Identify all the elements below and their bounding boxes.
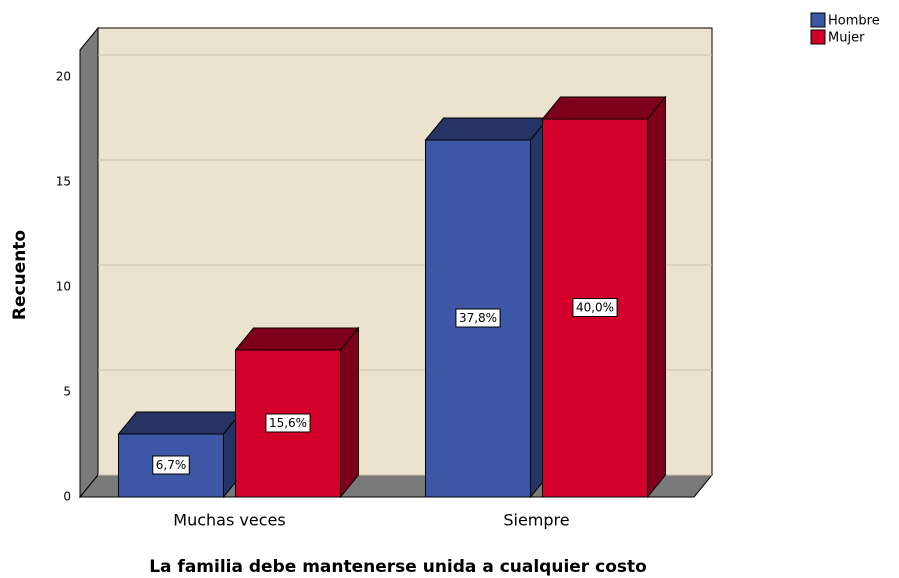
bar-side bbox=[647, 95, 666, 499]
data-label-box bbox=[455, 308, 501, 328]
legend-label: Mujer bbox=[828, 31, 865, 46]
bar-top bbox=[234, 327, 360, 351]
y-tick-label: 0 bbox=[63, 490, 71, 504]
left-wall bbox=[79, 26, 99, 499]
y-tick-label: 10 bbox=[56, 280, 71, 294]
bar bbox=[541, 95, 667, 499]
legend-swatch bbox=[810, 12, 826, 28]
data-label-box bbox=[265, 413, 311, 433]
data-label: 40,0% bbox=[576, 301, 614, 315]
data-label: 37,8% bbox=[459, 311, 497, 325]
legend-swatch bbox=[810, 29, 826, 45]
legend-label: Hombre bbox=[828, 14, 880, 29]
y-tick-label: 15 bbox=[56, 175, 71, 189]
x-tick-label: Siempre bbox=[503, 511, 569, 530]
data-label: 15,6% bbox=[269, 416, 307, 430]
data-label-box bbox=[152, 455, 190, 475]
bar bbox=[424, 116, 550, 499]
y-tick-label: 5 bbox=[63, 385, 71, 399]
y-tick-label: 20 bbox=[56, 70, 71, 84]
x-axis-title: La familia debe mantenerse unida a cualq… bbox=[149, 557, 647, 577]
bar-side bbox=[340, 326, 359, 499]
x-tick-label: Muchas veces bbox=[173, 511, 285, 530]
data-label: 6,7% bbox=[156, 458, 187, 472]
y-axis-title: Recuento bbox=[10, 230, 30, 320]
bar-top bbox=[541, 96, 667, 120]
bar bbox=[234, 326, 360, 499]
bar-top bbox=[117, 411, 243, 435]
data-label-box bbox=[572, 298, 618, 317]
bar-top bbox=[424, 117, 550, 141]
bar bbox=[117, 410, 243, 499]
